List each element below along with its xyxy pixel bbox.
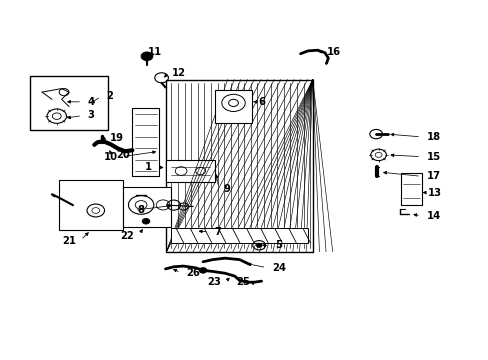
Text: 12: 12	[171, 68, 185, 78]
Text: 11: 11	[147, 46, 162, 57]
Bar	[30, 76, 108, 130]
Bar	[122, 187, 171, 226]
Text: 13: 13	[427, 188, 441, 198]
Text: 1: 1	[144, 162, 152, 172]
Text: 25: 25	[236, 277, 250, 287]
Text: 21: 21	[61, 236, 76, 246]
Bar	[215, 90, 251, 123]
Text: 3: 3	[87, 111, 94, 121]
Text: 7: 7	[214, 227, 221, 237]
Text: 19: 19	[109, 133, 123, 143]
Bar	[166, 80, 312, 252]
Bar	[59, 180, 122, 230]
Bar	[166, 160, 215, 182]
Text: 17: 17	[426, 171, 440, 181]
Text: 8: 8	[137, 206, 144, 216]
Text: 18: 18	[426, 132, 440, 142]
Bar	[400, 173, 422, 205]
Text: 10: 10	[103, 152, 118, 162]
Bar	[132, 108, 159, 176]
Circle shape	[199, 267, 206, 273]
Text: 20: 20	[116, 150, 129, 160]
Circle shape	[256, 243, 262, 247]
Text: 9: 9	[223, 184, 229, 194]
Text: 2: 2	[106, 91, 113, 101]
Text: 24: 24	[271, 263, 285, 273]
Bar	[171, 228, 307, 243]
Text: 5: 5	[275, 240, 282, 250]
Text: 22: 22	[121, 231, 134, 240]
Text: 23: 23	[207, 277, 221, 287]
Text: 6: 6	[258, 97, 264, 107]
Text: 26: 26	[185, 268, 200, 278]
Text: 15: 15	[426, 152, 440, 162]
Text: 4: 4	[87, 97, 94, 107]
Text: 14: 14	[426, 211, 440, 221]
Text: 16: 16	[326, 46, 340, 57]
Circle shape	[141, 52, 153, 60]
Circle shape	[142, 219, 150, 224]
